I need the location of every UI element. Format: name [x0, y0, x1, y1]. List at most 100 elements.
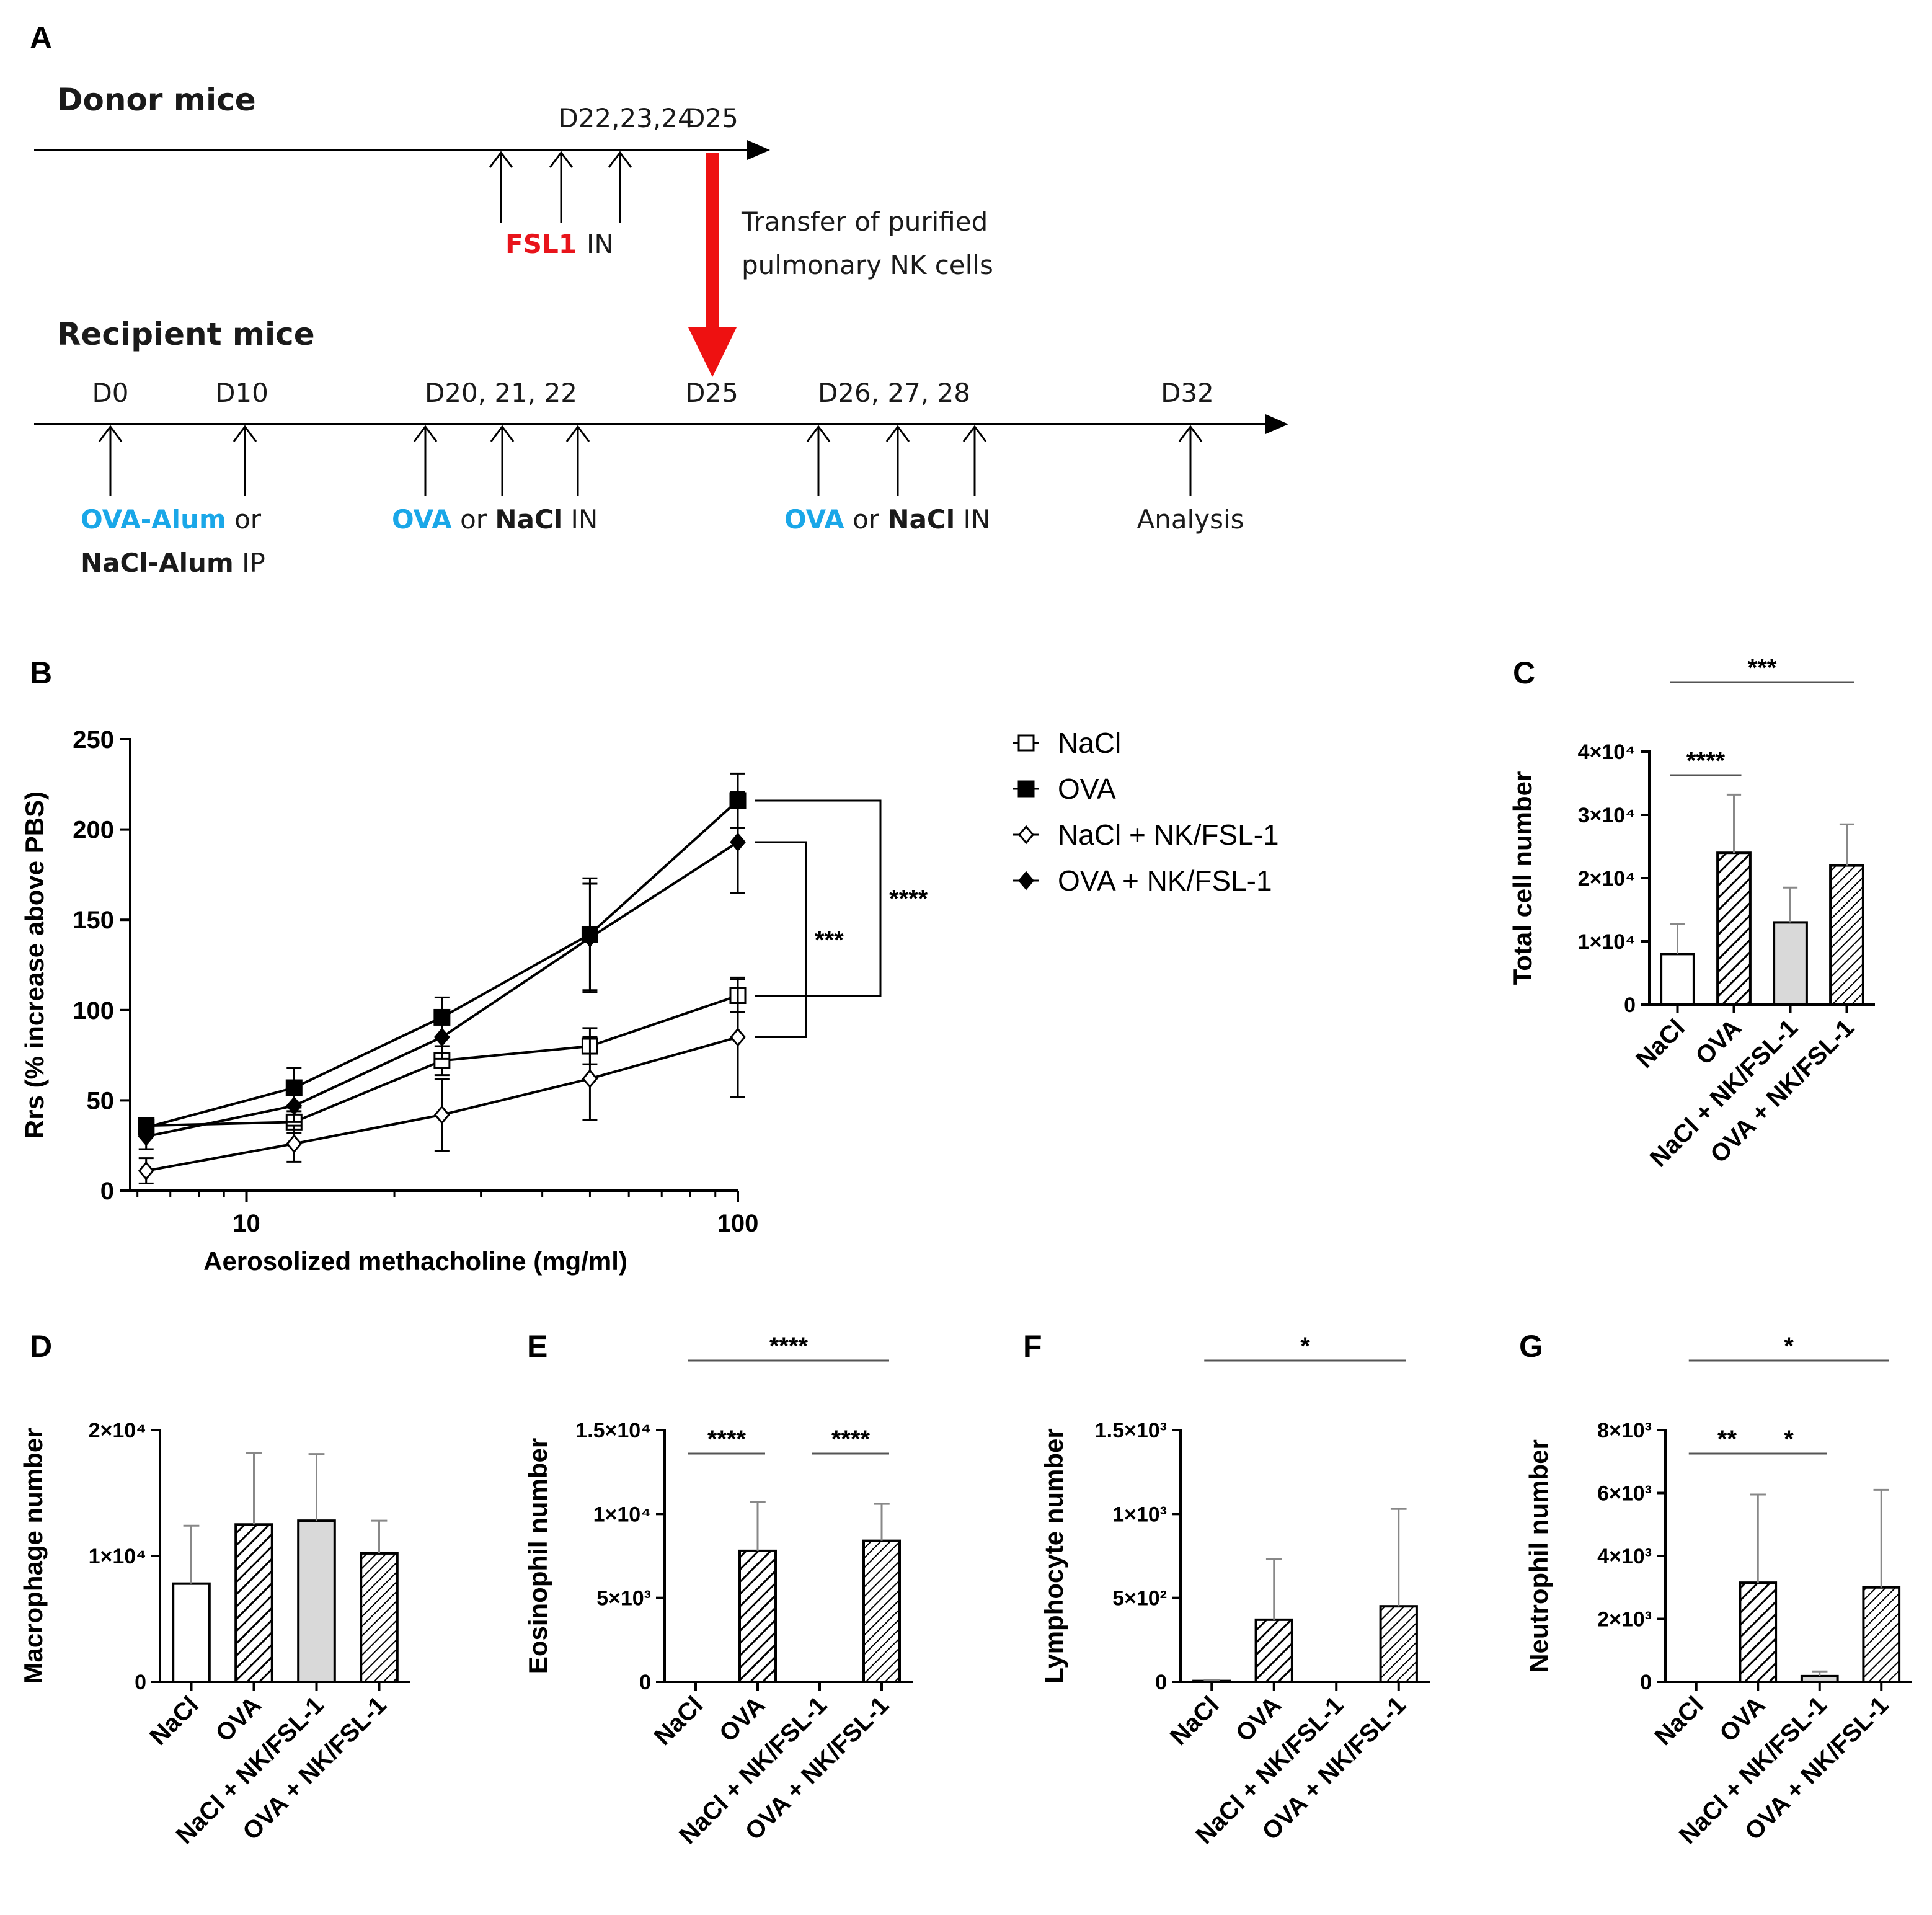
- category-label-nacl: NaCl: [1650, 1691, 1709, 1751]
- y-tick-label: 1×10⁴: [1578, 930, 1636, 954]
- legend-marker: [1018, 871, 1034, 891]
- bar-nacl: [1660, 953, 1695, 1006]
- data-point-ova-nk-fsl-1: [286, 1096, 303, 1116]
- significance-line: [755, 841, 807, 1038]
- bar-ova-nk-fsl-1: [1829, 864, 1864, 1006]
- sensitization-label-line2: NaCl-Alum IP: [81, 548, 265, 578]
- bar-nacl: [1192, 1679, 1231, 1684]
- y-tick-label: 250: [73, 726, 114, 753]
- data-point-nacl-nk-fsl-1: [138, 1161, 154, 1181]
- bar-ova: [1254, 1618, 1293, 1683]
- significance-label: *: [1784, 1333, 1794, 1360]
- significance-label: ****: [707, 1426, 747, 1453]
- legend-marker: [1017, 780, 1035, 798]
- significance-bracket: ***: [755, 841, 844, 1038]
- legend-label: OVA + NK/FSL-1: [1058, 864, 1272, 897]
- significance-label: ****: [889, 885, 928, 912]
- data-point-ova-nk-fsl-1: [433, 1028, 450, 1047]
- panel-letter-e: E: [527, 1329, 547, 1364]
- donor-tick-label-d25: D25: [685, 103, 738, 133]
- y-axis-title: Neutrophil number: [1524, 1439, 1553, 1673]
- y-tick-label: 5×10³: [596, 1587, 651, 1611]
- y-axis-title: Rrs (% increase above PBS): [20, 791, 49, 1139]
- y-tick-label: 0: [1624, 993, 1636, 1017]
- bar-nacl: [172, 1582, 211, 1683]
- legend-marker: [1018, 825, 1034, 845]
- transfer-label-line1: Transfer of purified: [741, 207, 988, 237]
- data-point-nacl-nk-fsl-1: [730, 1028, 746, 1047]
- significance-label: **: [1717, 1426, 1737, 1453]
- panel-letter-c: C: [1513, 655, 1535, 690]
- fsl1-label: FSL1: [505, 229, 577, 259]
- series-ova-nk-fsl-1: [138, 790, 746, 1150]
- y-axis-title: Eosinophil number: [523, 1438, 552, 1674]
- panel-c-chart: C 0 1×10⁴ 2×10⁴ 3×10⁴ 4×10⁴ Total cell number N…: [1508, 654, 1875, 1172]
- legend-item-nacl: NaCl: [1013, 727, 1121, 759]
- panel-letter-a: A: [30, 20, 52, 55]
- category-label-nacl: NaCl: [1631, 1014, 1690, 1073]
- panel-letter-g: G: [1519, 1329, 1543, 1364]
- legend-item-ova: OVA: [1013, 773, 1116, 805]
- data-point-nacl-nk-fsl-1: [433, 1105, 450, 1125]
- y-tick-label: 2×10⁴: [89, 1419, 146, 1442]
- bar-ova-nk-fsl-1: [360, 1552, 399, 1683]
- data-point-ova-nk-fsl-1: [582, 928, 598, 948]
- y-tick-label: 6×10³: [1597, 1482, 1652, 1506]
- recipient-mice-title: Recipient mice: [57, 316, 315, 352]
- panel-g-chart: G 0 2×10³ 4×10³ 6×10³ 8×10³ Neutrophil number N…: [1519, 1329, 1912, 1849]
- panel-f-chart: F 0 5×10² 1×10³ 1.5×10³ Lymphocyte number NaCl…: [1023, 1329, 1430, 1849]
- legend-label: NaCl + NK/FSL-1: [1058, 819, 1279, 851]
- category-label-nacl: NaCl: [649, 1691, 709, 1751]
- analysis-label: Analysis: [1137, 504, 1244, 535]
- y-tick-label: 8×10³: [1597, 1419, 1652, 1442]
- transfer-label-line2: pulmonary NK cells: [742, 250, 993, 280]
- transfer-arrow: [688, 153, 737, 377]
- legend-label: OVA: [1058, 773, 1116, 805]
- bar-nacl-nk-fsl-1: [1773, 921, 1808, 1006]
- challenge2-label: OVA or NaCl IN: [784, 504, 990, 535]
- legend-label: NaCl: [1058, 727, 1121, 759]
- panel-letter-f: F: [1023, 1329, 1042, 1364]
- y-tick-label: 0: [100, 1178, 114, 1205]
- y-axis-title: Macrophage number: [19, 1428, 48, 1684]
- significance-label: ***: [1748, 654, 1777, 682]
- significance-line: [755, 799, 882, 997]
- y-tick-label: 1×10⁴: [89, 1545, 146, 1568]
- data-point-ova-nk-fsl-1: [138, 1127, 154, 1146]
- y-tick-label: 0: [1155, 1671, 1167, 1694]
- y-tick-label: 0: [1640, 1671, 1652, 1694]
- y-tick-label: 0: [639, 1671, 651, 1694]
- recipient-timeline-arrowhead: [1265, 414, 1288, 434]
- panel-letter-b: B: [30, 655, 52, 690]
- bar-ova-nk-fsl-1: [1862, 1586, 1901, 1683]
- y-tick-label: 1.5×10⁴: [575, 1419, 651, 1442]
- category-label-nacl: NaCl: [1165, 1691, 1225, 1751]
- y-tick-label: 1.5×10³: [1095, 1419, 1167, 1442]
- y-tick-label: 150: [73, 907, 114, 934]
- y-tick-label: 0: [135, 1671, 146, 1694]
- donor-mice-title: Donor mice: [57, 82, 256, 118]
- y-tick-label: 4×10³: [1597, 1545, 1652, 1568]
- legend-item-nacl-nk-fsl-1: NaCl + NK/FSL-1: [1013, 819, 1279, 851]
- recipient-tick-d25: D25: [685, 378, 738, 408]
- category-label-ova: OVA: [714, 1691, 770, 1747]
- panel-e-chart: E 0 5×10³ 1×10⁴ 1.5×10⁴ Eosinophil number NaCl…: [523, 1329, 913, 1849]
- y-tick-label: 2×10³: [1597, 1608, 1652, 1632]
- series-nacl-nk-fsl-1: [138, 976, 746, 1184]
- data-point-nacl-nk-fsl-1: [582, 1069, 598, 1088]
- panel-b-chart: B 0 50 100 150 200 250 10 100 Aerosolized methach…: [20, 655, 1279, 1276]
- donor-timeline-arrowhead: [747, 140, 770, 160]
- charts-layer: B 0 50 100 150 200 250 10 100 Aerosolized methach…: [19, 654, 1912, 1849]
- bar-ova: [738, 1549, 777, 1683]
- category-label-ova: OVA: [211, 1691, 267, 1747]
- significance-label: ***: [815, 926, 844, 954]
- challenge1-label: OVA or NaCl IN: [392, 504, 598, 535]
- sensitization-label-line1: OVA-Alum or: [81, 504, 262, 535]
- bar-ova-nk-fsl-1: [862, 1539, 901, 1683]
- panel-letter-d: D: [30, 1329, 52, 1364]
- significance-label: ****: [1686, 747, 1726, 775]
- legend: NaCl OVA NaCl + NK/FSL-1 OVA + NK/FSL-1: [1013, 727, 1279, 897]
- donor-route-label: IN: [587, 229, 614, 259]
